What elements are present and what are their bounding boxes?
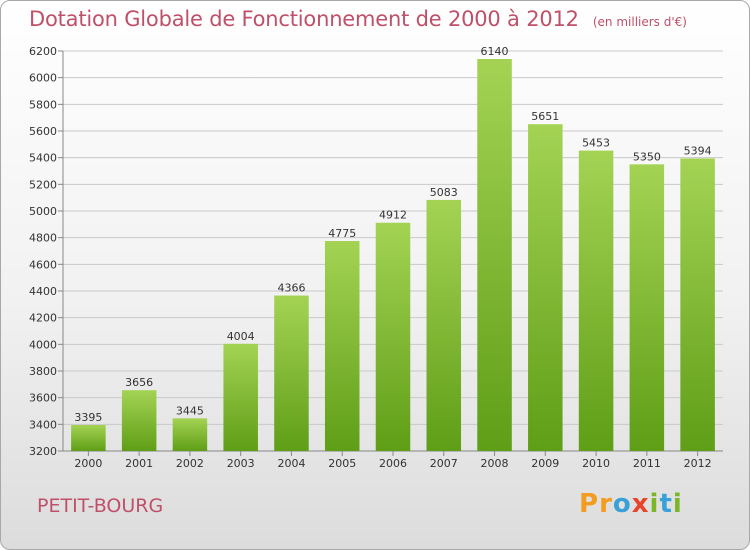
commune-name: PETIT-BOURG	[37, 495, 164, 517]
bar-value-label: 5394	[684, 144, 712, 157]
bar-value-label: 4004	[227, 330, 255, 343]
proxiti-logo: Proxiti	[579, 489, 683, 519]
y-tick-label: 4400	[29, 285, 57, 298]
labels: 3200 3400 3600 3800 4000 4200 4400 4600 4800 5000…	[29, 45, 712, 470]
logo-letter: x	[631, 489, 650, 519]
bar-2005	[324, 241, 360, 451]
x-tick-label: 2003	[227, 457, 255, 470]
bar-2012	[680, 158, 715, 451]
y-tick-label: 3600	[29, 392, 57, 405]
bar-2002	[172, 418, 208, 451]
bar-value-label: 3445	[176, 404, 204, 417]
y-tick-label: 4600	[29, 258, 57, 271]
bar-value-label: 3395	[74, 411, 102, 424]
y-tick-label: 5000	[29, 205, 57, 218]
x-tick-label: 2004	[277, 457, 305, 470]
y-tick-label: 5600	[29, 125, 57, 138]
bar-2001	[121, 390, 157, 451]
bar-value-label: 5083	[430, 186, 458, 199]
chart-unit-note: (en milliers d'€)	[592, 15, 687, 29]
y-tick-label: 6000	[29, 72, 57, 85]
x-tick-label: 2006	[379, 457, 407, 470]
x-tick-label: 2007	[430, 457, 458, 470]
x-tick-label: 2005	[328, 457, 356, 470]
bar-value-label: 3656	[125, 376, 153, 389]
bars	[71, 59, 715, 452]
x-tick-label: 2000	[74, 457, 102, 470]
bar-value-label: 5651	[531, 110, 559, 123]
bar-2009	[528, 124, 563, 451]
x-tick-label: 2009	[531, 457, 559, 470]
bar-2007	[426, 199, 462, 451]
bar-2003	[223, 343, 258, 451]
x-tick-label: 2012	[684, 457, 712, 470]
y-tick-label: 5400	[29, 152, 57, 165]
x-tick-label: 2002	[176, 457, 204, 470]
bar-value-label: 6140	[481, 45, 509, 58]
bar-2011	[629, 164, 665, 452]
logo-letter: o	[612, 489, 632, 519]
chart-title: Dotation Globale de Fonctionnement de 20…	[29, 7, 579, 31]
x-tick-label: 2001	[125, 457, 153, 470]
bar-2010	[578, 150, 614, 451]
x-tick-label: 2010	[582, 457, 610, 470]
bar-value-label: 4912	[379, 209, 407, 222]
logo-letter: t	[659, 489, 673, 519]
bar-2006	[375, 222, 411, 451]
logo-letter: i	[672, 489, 683, 519]
logo-letter: r	[599, 489, 613, 519]
bar-value-label: 5453	[582, 137, 610, 150]
y-tick-label: 4200	[29, 312, 57, 325]
bar-value-label: 4366	[277, 282, 305, 295]
y-tick-label: 3200	[29, 445, 57, 458]
bar-2000	[71, 425, 106, 451]
x-tick-label: 2008	[481, 457, 509, 470]
y-tick-label: 3800	[29, 365, 57, 378]
bar-value-label: 4775	[328, 227, 356, 240]
bar-2004	[274, 295, 309, 451]
bar-2008	[477, 59, 512, 451]
y-tick-label: 4800	[29, 232, 57, 245]
y-tick-label: 3400	[29, 418, 57, 431]
logo-letter: i	[649, 489, 660, 519]
y-tick-label: 4000	[29, 338, 57, 351]
y-tick-label: 5800	[29, 98, 57, 111]
y-tick-label: 6200	[29, 45, 57, 58]
bar-value-label: 5350	[633, 150, 661, 163]
logo-letter: P	[579, 489, 600, 519]
y-tick-label: 5200	[29, 178, 57, 191]
chart-title-block: Dotation Globale de Fonctionnement de 20…	[29, 7, 687, 31]
x-tick-label: 2011	[633, 457, 661, 470]
